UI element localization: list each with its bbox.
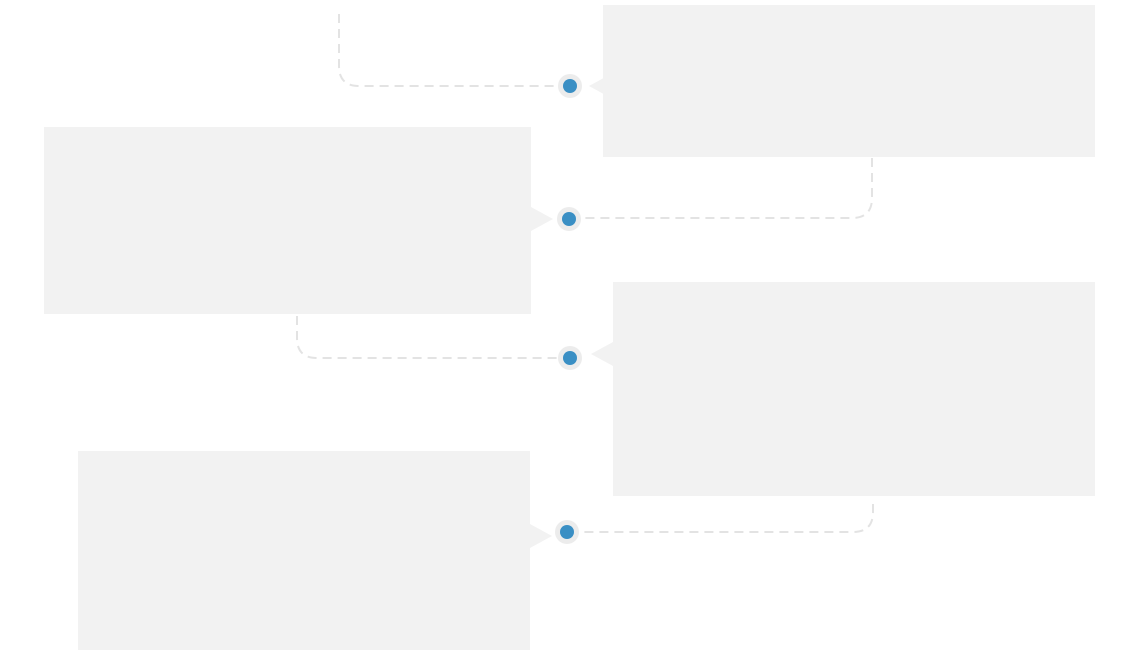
timeline-node-3-dot <box>563 351 577 365</box>
timeline-node-2-dot <box>562 212 576 226</box>
timeline-node-1 <box>558 74 582 98</box>
connector-line-4 <box>576 504 874 533</box>
timeline-node-2 <box>557 207 581 231</box>
timeline-node-3 <box>558 346 582 370</box>
timeline-node-1-dot <box>563 79 577 93</box>
connector-line-1 <box>338 14 561 87</box>
connector-line-3 <box>296 316 561 359</box>
timeline-card-3 <box>613 282 1095 496</box>
timeline-node-4-dot <box>560 525 574 539</box>
timeline-card-4-pointer <box>530 524 552 548</box>
timeline-card-4 <box>78 451 530 650</box>
connector-line-2 <box>578 158 873 219</box>
timeline-node-4 <box>555 520 579 544</box>
timeline-card-2 <box>44 127 531 314</box>
timeline-card-1 <box>603 5 1095 157</box>
timeline-card-3-pointer <box>591 342 613 366</box>
timeline-card-2-pointer <box>531 207 553 231</box>
timeline-card-1-pointer <box>589 74 611 98</box>
